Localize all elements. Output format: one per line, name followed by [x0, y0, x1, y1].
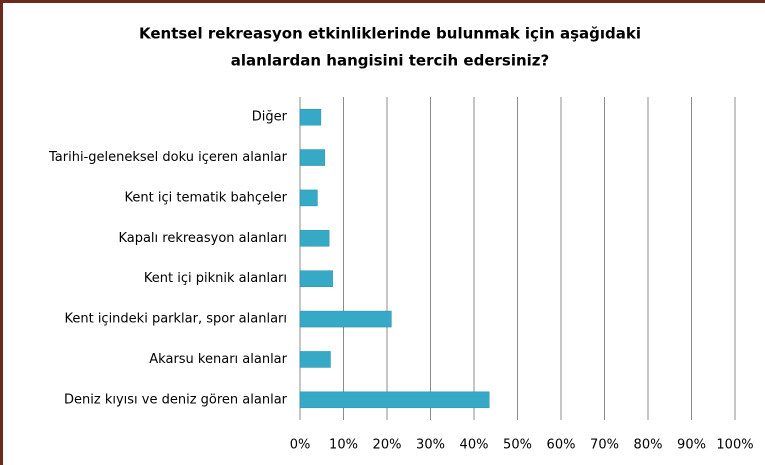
chart-title: Kentsel rekreasyon etkinliklerinde bulun…: [139, 25, 641, 43]
bar: [299, 189, 318, 207]
y-tick-label: Diğer: [252, 110, 288, 125]
y-tick-label: Tarihi-geleneksel doku içeren alanlar: [48, 150, 288, 165]
bar: [299, 310, 392, 328]
bar: [299, 351, 331, 368]
x-tick-label: 30%: [416, 438, 445, 453]
y-tick-label: Akarsu kenarı alanlar: [149, 352, 287, 367]
x-tick-label: 80%: [634, 438, 663, 453]
chart-title: alanlardan hangisini tercih edersiniz?: [231, 52, 549, 70]
x-tick-label: 10%: [329, 438, 358, 453]
x-tick-label: 40%: [460, 438, 489, 453]
x-tick-label: 70%: [590, 438, 619, 453]
y-tick-label: Kent içi piknik alanları: [144, 271, 287, 286]
bar: [299, 108, 322, 126]
bar: [299, 149, 326, 166]
x-tick-label: 100%: [716, 438, 753, 453]
bar: [299, 230, 330, 247]
y-tick-label: Deniz kıyısı ve deniz gören alanlar: [64, 392, 288, 407]
y-tick-label: Kapalı rekreasyon alanları: [118, 231, 287, 246]
bar: [299, 270, 333, 287]
y-tick-label: Kent içi tematik bahçeler: [125, 190, 288, 205]
x-tick-label: 60%: [547, 438, 576, 453]
x-tick-label: 20%: [373, 438, 402, 453]
bar: [299, 391, 490, 409]
x-tick-label: 50%: [503, 438, 532, 453]
x-tick-label: 90%: [677, 438, 706, 453]
y-tick-label: Kent içindeki parklar, spor alanları: [64, 312, 287, 327]
x-tick-label: 0%: [290, 438, 311, 453]
